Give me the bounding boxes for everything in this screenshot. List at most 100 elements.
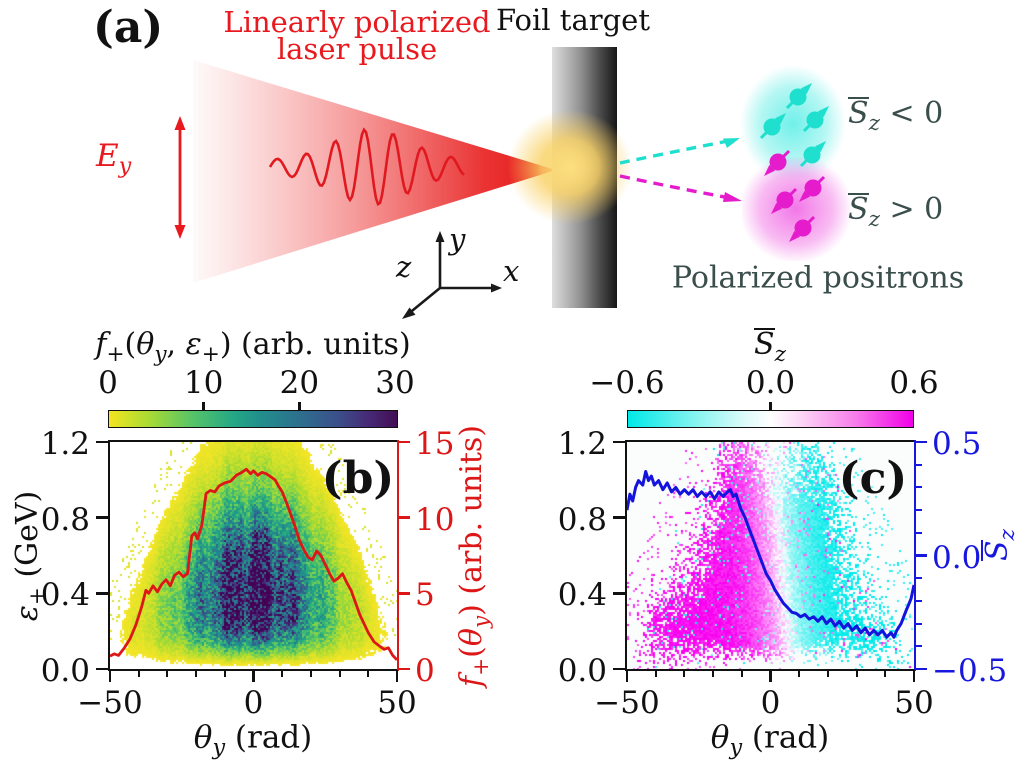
y-major-tick	[96, 516, 110, 519]
x-major-tick	[769, 669, 772, 682]
x-tick-label: 50	[894, 685, 934, 721]
panel-b-tag: (b)	[321, 453, 395, 504]
cyan-spin-icon	[759, 113, 786, 140]
y2-tick-label: 15	[415, 426, 455, 462]
foil-target-label: Foil target	[496, 3, 650, 37]
colorbar-tick	[769, 402, 772, 410]
y2-tick-label: −0.5	[932, 653, 1008, 689]
x-minor-tick	[683, 669, 686, 677]
colorbar-tick	[298, 402, 301, 410]
x-minor-tick	[367, 669, 370, 677]
ey-label: Ey	[96, 138, 132, 180]
x-minor-tick	[740, 669, 743, 677]
colorbar-tick-label: 0.6	[889, 365, 939, 401]
y-major-tick	[96, 592, 110, 595]
plot-b-top-spine	[108, 440, 399, 443]
y2-major-tick	[914, 440, 927, 444]
axis-z-label: z	[396, 250, 412, 284]
y-tick-label: 0.8	[557, 501, 607, 538]
y2-minor-tick	[914, 486, 922, 489]
y2-minor-tick	[914, 531, 922, 534]
colorbar-tick-label: 30	[375, 365, 415, 401]
y2-tick-label: 0	[415, 653, 435, 689]
y2-major-tick	[397, 592, 410, 595]
x-major-tick	[395, 669, 399, 682]
y-major-tick	[96, 667, 110, 671]
y2-major-tick	[914, 667, 927, 671]
y-major-tick	[613, 516, 627, 519]
cyan-spin-icon	[799, 141, 826, 168]
laser-label-line2: laser pulse	[276, 32, 438, 66]
x-tick-label: −50	[594, 685, 660, 721]
y-major-tick	[613, 592, 627, 595]
plot-b-xlabel: θy (rad)	[193, 719, 313, 761]
colorbar-tick	[202, 402, 205, 410]
axis-y-label: y	[449, 222, 466, 256]
y-tick-label: 0.4	[40, 577, 90, 614]
x-minor-tick	[654, 669, 657, 677]
colorbar-b-title: f+(θy, ε+) (arb. units)	[95, 327, 411, 367]
x-major-tick	[912, 669, 916, 682]
cyan-spin-icon	[802, 106, 829, 133]
x-tick-label: 0	[760, 685, 781, 721]
plot-c: (c) −50 0 50 0.0 0.4 0.8 1.2 0.5 0.0 −0.5	[558, 426, 1008, 721]
ey-arrow	[174, 116, 186, 239]
colorbar-b-tick-labels: 0 10 20 30	[98, 365, 415, 401]
x-minor-tick	[712, 669, 715, 677]
colorbar-tick-label: 20	[279, 365, 320, 401]
y-tick-label: 1.2	[40, 426, 90, 462]
diagram-overlay	[174, 83, 829, 319]
x-minor-tick	[309, 669, 312, 677]
plot-b-y2label: f+(θy) (arb. units)	[454, 424, 494, 688]
sz-positive-label: Sz > 0	[848, 192, 944, 232]
colorbar-tick-label: 10	[183, 365, 224, 401]
magenta-dashed-beam	[619, 174, 742, 202]
x-minor-tick	[223, 669, 226, 677]
x-major-tick	[625, 669, 629, 682]
y-tick-label: 0.0	[40, 653, 90, 689]
fplus-curve	[110, 467, 397, 661]
plot-b-heatmap	[110, 442, 397, 669]
coordinate-axes	[402, 231, 502, 319]
x-major-tick	[252, 669, 255, 682]
y-tick-label: 0.8	[40, 501, 90, 538]
y-tick-label: 0.0	[557, 653, 607, 689]
panel-a-tag: (a)	[93, 2, 164, 53]
y2-tick-label: 10	[415, 501, 455, 538]
y2-major-tick	[397, 516, 410, 519]
y2-major-tick	[397, 440, 410, 444]
x-minor-tick	[137, 669, 140, 677]
plot-c-top-spine	[625, 440, 916, 443]
y2-minor-tick	[914, 599, 922, 602]
x-minor-tick	[855, 669, 858, 677]
y-major-tick	[96, 440, 110, 444]
plot-b-right-spine	[397, 440, 400, 671]
polarized-positrons-label: Polarized positrons	[671, 260, 965, 296]
plot-b: (b) −50 0 50 0.0 0.4 0.8 1.2 0 5 10 15	[41, 426, 455, 721]
x-minor-tick	[884, 669, 887, 677]
colorbar-b	[108, 410, 398, 428]
x-tick-label: 50	[377, 685, 417, 721]
y2-tick-label: 0.0	[932, 539, 982, 576]
y2-tick-label: 0.5	[932, 426, 982, 462]
magenta-spin-icon	[771, 187, 798, 214]
laser-label-line1: Linearly polarized	[223, 5, 491, 39]
x-minor-tick	[826, 669, 829, 677]
spin-particles	[759, 83, 829, 242]
y2-minor-tick	[914, 577, 922, 580]
plot-b-left-spine	[107, 442, 110, 671]
x-minor-tick	[281, 669, 284, 677]
y-major-tick	[613, 667, 627, 671]
laser-focus-glow-core	[537, 135, 603, 199]
colorbar-c-tick-labels: −0.6 0.0 0.6	[589, 365, 938, 401]
plot-b-curve-layer	[110, 467, 397, 661]
magenta-spin-icon	[789, 215, 816, 242]
cyan-dashed-beam	[619, 138, 740, 165]
cyan-spin-icon	[785, 83, 812, 110]
y2-tick-label: 5	[415, 577, 435, 614]
x-minor-tick	[195, 669, 198, 677]
y-major-tick	[613, 440, 627, 444]
plot-c-xlabel: θy (rad)	[710, 719, 830, 761]
x-major-tick	[108, 669, 112, 682]
